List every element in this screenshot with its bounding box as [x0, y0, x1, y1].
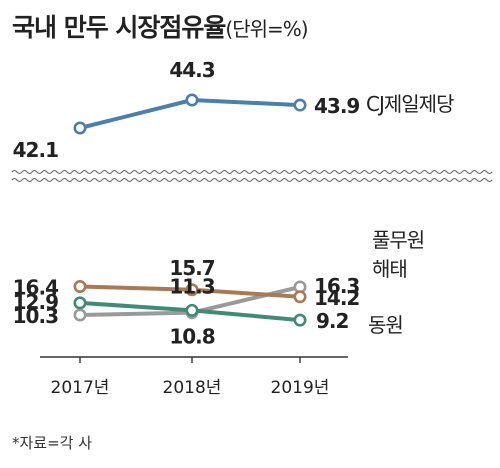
data-label: 10.8 [169, 325, 214, 349]
data-label: 44.3 [169, 58, 214, 82]
data-label: 10.3 [13, 304, 58, 328]
data-point [73, 280, 87, 294]
data-label: 43.9 [314, 94, 359, 118]
data-point [185, 283, 199, 297]
series-name-label: 풀무원 [372, 228, 424, 252]
data-point [293, 98, 307, 112]
data-point [185, 303, 199, 317]
series-name-label: 동원 [368, 313, 403, 337]
data-label: 16.3 [314, 274, 359, 298]
data-label: 9.2 [316, 309, 349, 333]
data-label: 11.3 [169, 274, 214, 298]
data-point [185, 93, 199, 107]
data-point [293, 313, 307, 327]
data-label: 42.1 [13, 138, 58, 162]
data-point [73, 121, 87, 135]
source-note: *자료=각 사 [12, 434, 93, 452]
data-label: 14.2 [314, 286, 359, 310]
series-name-label: 해태 [372, 257, 407, 281]
chart-title: 국내 만두 시장점유율(단위=%) [12, 8, 309, 44]
data-point [293, 290, 307, 304]
data-label: 16.4 [13, 276, 58, 300]
series-name-label: CJ제일제당 [366, 92, 454, 116]
x-tick-label: 2017년 [51, 378, 110, 398]
data-point [73, 308, 87, 322]
data-point [73, 296, 87, 310]
data-label: 15.7 [169, 256, 214, 280]
x-tick-label: 2018년 [163, 378, 222, 398]
chart-title-text: 국내 만두 시장점유율 [12, 13, 226, 42]
x-tick-label: 2019년 [271, 378, 330, 398]
axis-break-line [11, 169, 493, 175]
axis-break-line [11, 177, 493, 183]
unit-label: (단위=%) [225, 17, 308, 41]
data-label: 12.9 [13, 290, 58, 314]
